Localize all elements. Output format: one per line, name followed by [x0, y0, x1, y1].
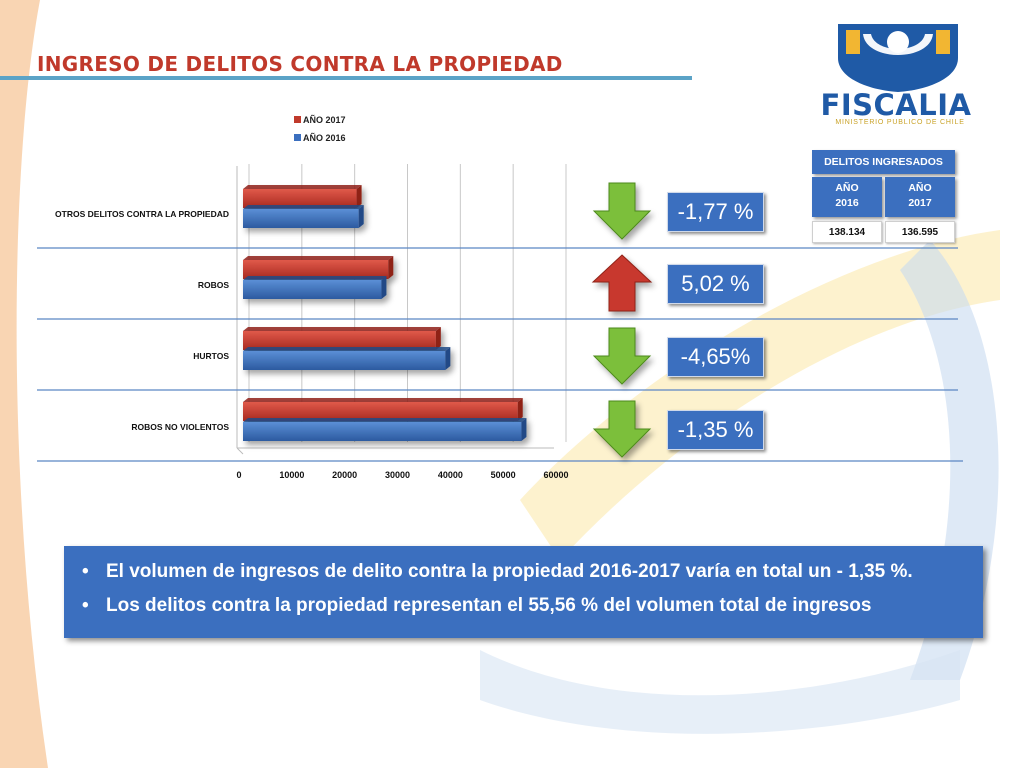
bullet-dot: • — [82, 561, 89, 582]
bar-2017-face — [243, 331, 436, 350]
bar-2016 — [243, 205, 364, 228]
plot-floor-edge — [236, 447, 244, 455]
bar-2016 — [243, 276, 387, 299]
logo-bar-right — [936, 30, 950, 54]
bullet-dot: • — [82, 595, 89, 616]
orange-swoosh — [0, 0, 48, 768]
tick-label: 10000 — [279, 470, 304, 480]
bar-2016-side — [381, 276, 387, 299]
tick-label: 60000 — [543, 470, 568, 480]
tick-label: 0 — [236, 470, 241, 480]
arrow-down-shape — [592, 327, 652, 385]
category-label: ROBOS NO VIOLENTOS — [131, 422, 229, 432]
info-year-2016: AÑO 2016 — [812, 177, 882, 217]
tick-label: 40000 — [438, 470, 463, 480]
blue-swoosh-2 — [480, 650, 960, 734]
bar-2016-side — [521, 418, 527, 441]
title-underline — [0, 76, 692, 80]
summary-bullet-1: • El volumen de ingresos de delito contra… — [74, 560, 983, 584]
logo-wordmark: FISCALIA — [820, 88, 972, 122]
change-label-robos-no-violentos: -1,35 % — [667, 410, 764, 450]
bar-2016-face — [243, 209, 359, 228]
logo-arc — [863, 34, 933, 55]
bar-2017-face — [243, 260, 389, 279]
bar-2017-face — [243, 189, 357, 208]
arrow-down-icon — [592, 182, 652, 240]
info-value-2016: 138.134 — [812, 221, 882, 243]
bar-2017-side — [388, 256, 394, 279]
bar-2017-top — [243, 256, 394, 260]
info-year-2017: AÑO 2017 — [885, 177, 955, 217]
bar-2016-top — [243, 276, 387, 280]
bar-2016-face — [243, 422, 522, 441]
bar-2017 — [243, 256, 394, 279]
bar-2017 — [243, 327, 441, 350]
arrow-up-shape — [591, 254, 653, 312]
info-value-2017: 136.595 — [885, 221, 955, 243]
fiscalia-logo — [838, 24, 958, 92]
legend-swatch — [294, 116, 301, 123]
arrow-down-shape — [592, 182, 652, 240]
bar-2017-top — [243, 398, 523, 402]
info-year-2017-label: AÑO 2017 — [908, 182, 932, 209]
tick-label: 20000 — [332, 470, 357, 480]
bar-2016-face — [243, 280, 382, 299]
summary-bullet-1-text: El volumen de ingresos de delito contra … — [106, 561, 913, 582]
category-label: HURTOS — [193, 351, 229, 361]
bar-2016-side — [445, 347, 451, 370]
bar-2017-side — [517, 398, 523, 421]
yellow-swoosh — [520, 230, 1000, 560]
logo-head — [887, 31, 909, 53]
bar-2017-top — [243, 185, 362, 189]
info-table-header: DELITOS INGRESADOS — [812, 150, 955, 174]
bar-2017-side — [435, 327, 441, 350]
legend-swatch — [294, 134, 301, 141]
bar-2017 — [243, 185, 362, 208]
bar-2016-top — [243, 418, 527, 422]
logo-bar-left — [846, 30, 860, 54]
bar-2017-top — [243, 327, 441, 331]
bar-2017-face — [243, 402, 518, 421]
bar-2016 — [243, 418, 527, 441]
bar-2016 — [243, 347, 451, 370]
arrow-down-icon — [592, 327, 652, 385]
tick-label: 50000 — [491, 470, 516, 480]
bar-2017 — [243, 398, 523, 421]
arrow-down-icon — [592, 400, 652, 458]
bar-2016-side — [358, 205, 364, 228]
summary-bullet-2: • Los delitos contra la propiedad represe… — [74, 594, 983, 618]
arrow-down-shape — [592, 400, 652, 458]
category-label: OTROS DELITOS CONTRA LA PROPIEDAD — [55, 209, 229, 219]
logo-subtitle: MINISTERIO PUBLICO DE CHILE — [835, 119, 965, 126]
legend-label: AÑO 2017 — [303, 115, 346, 125]
bar-2016-top — [243, 347, 451, 351]
change-label-otros: -1,77 % — [667, 192, 764, 232]
summary-bullet-2-text: Los delitos contra la propiedad represen… — [106, 595, 872, 616]
change-label-hurtos: -4,65% — [667, 337, 764, 377]
tick-label: 30000 — [385, 470, 410, 480]
bar-2016-top — [243, 205, 364, 209]
bar-2017-side — [356, 185, 362, 208]
info-year-2016-label: AÑO 2016 — [835, 182, 859, 209]
bar-2016-face — [243, 351, 446, 370]
change-label-robos: 5,02 % — [667, 264, 764, 304]
page-title: INGRESO DE DELITOS CONTRA LA PROPIEDAD — [37, 52, 563, 76]
arrow-up-icon — [591, 254, 653, 312]
summary-panel: • El volumen de ingresos de delito contra… — [64, 546, 983, 638]
legend-label: AÑO 2016 — [303, 133, 346, 143]
category-label: ROBOS — [198, 280, 230, 290]
